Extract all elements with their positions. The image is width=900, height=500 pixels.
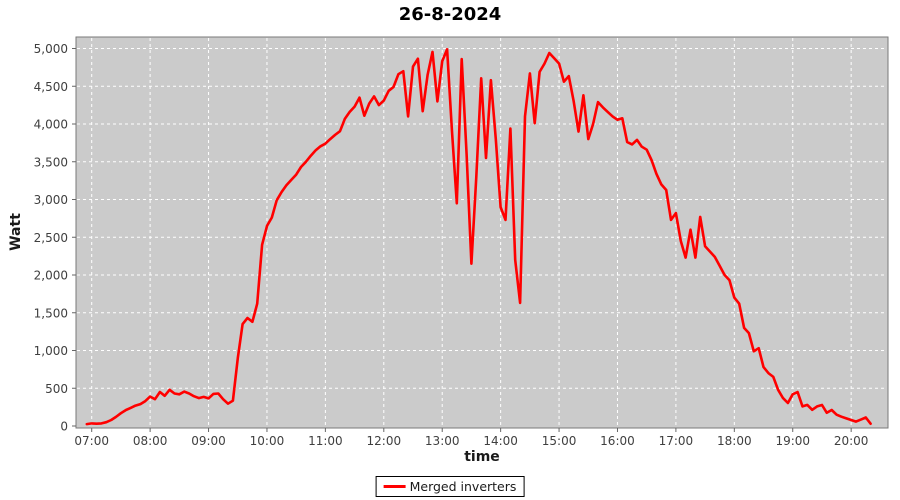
- x-tick-label: 12:00: [367, 434, 402, 448]
- y-tick-label: 4,000: [34, 118, 68, 132]
- legend: Merged inverters: [375, 476, 525, 497]
- x-tick-label: 16:00: [600, 434, 635, 448]
- y-axis-title: Watt: [8, 213, 24, 251]
- gridlines: [77, 38, 887, 427]
- x-axis-title: time: [464, 449, 500, 465]
- y-tick-label: 4,500: [34, 80, 68, 94]
- x-tick-label: 07:00: [74, 434, 109, 448]
- x-tick-label: 08:00: [133, 434, 168, 448]
- legend-label: Merged inverters: [409, 479, 517, 494]
- x-tick-label: 15:00: [542, 434, 577, 448]
- chart-title: 26-8-2024: [398, 4, 502, 25]
- tick-marks: [72, 48, 852, 432]
- x-tick-labels: 07:00 08:00 09:00 10:00 11:00 12:00 13:00 14:00…: [74, 434, 868, 448]
- y-tick-label: 500: [45, 382, 68, 396]
- x-tick-label: 14:00: [483, 434, 518, 448]
- x-tick-label: 11:00: [308, 434, 343, 448]
- y-tick-label: 2,000: [34, 269, 68, 283]
- y-tick-label: 0: [60, 420, 68, 434]
- legend-line-swatch: [383, 485, 406, 488]
- y-tick-label: 2,500: [34, 231, 68, 245]
- x-tick-label: 09:00: [191, 434, 226, 448]
- x-tick-label: 19:00: [775, 434, 810, 448]
- x-tick-label: 13:00: [425, 434, 460, 448]
- y-tick-label: 3,000: [34, 193, 68, 207]
- y-tick-labels: 0 500 1,000 1,500 2,000 2,500 3,000 3,500 4,000 4…: [34, 42, 68, 434]
- y-tick-label: 3,500: [34, 155, 68, 169]
- plot-outline: [75, 36, 889, 429]
- y-tick-label: 1,500: [34, 306, 68, 320]
- x-tick-label: 17:00: [659, 434, 694, 448]
- x-tick-label: 20:00: [834, 434, 869, 448]
- y-tick-label: 5,000: [34, 42, 68, 56]
- x-tick-label: 18:00: [717, 434, 752, 448]
- y-tick-label: 1,000: [34, 344, 68, 358]
- x-tick-label: 10:00: [250, 434, 285, 448]
- series-line-merged-inverters: [85, 47, 872, 426]
